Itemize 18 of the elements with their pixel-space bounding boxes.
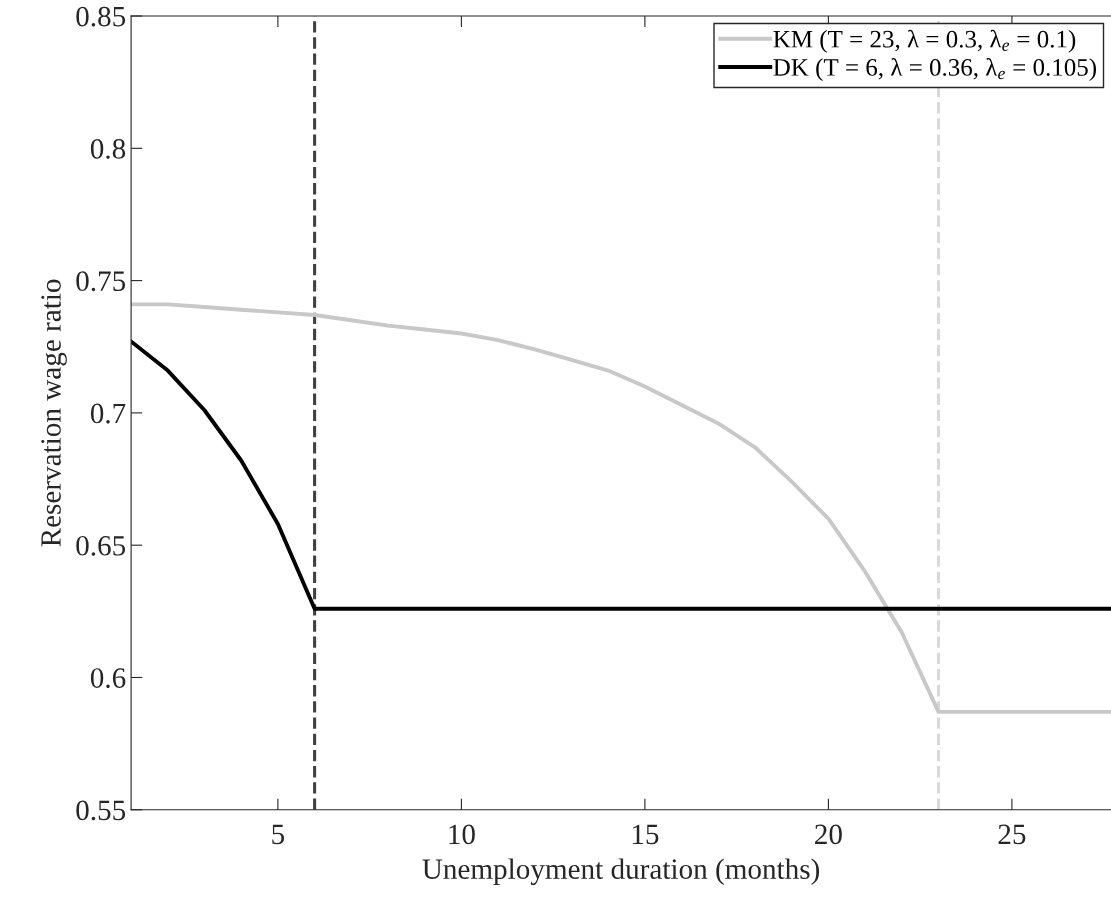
y-tick-label: 0.75 bbox=[76, 271, 126, 292]
x-tick-label: 5 bbox=[272, 824, 285, 845]
line-series bbox=[131, 302, 1111, 714]
legend-label: DK (T = 6, λ = 0.36, λ$_{e}$ = 0.105) bbox=[773, 58, 1097, 81]
x-axis-title: Unemployment duration (months) bbox=[422, 858, 820, 885]
x-tick-label: 15 bbox=[632, 824, 659, 845]
y-tick-label: 0.6 bbox=[90, 668, 126, 689]
y-tick-label: 0.65 bbox=[76, 535, 126, 556]
y-tick-label: 0.8 bbox=[90, 139, 126, 159]
x-tick-label: 10 bbox=[449, 824, 475, 845]
line-series bbox=[131, 339, 1111, 611]
y-axis-title: Reservation wage ratio bbox=[41, 279, 67, 547]
y-tick-label: 0.85 bbox=[76, 6, 126, 27]
legend-label: KM (T = 23, λ = 0.3, λ$_{e}$ = 0.1) bbox=[773, 29, 1076, 53]
x-tick-label: 20 bbox=[815, 824, 842, 845]
y-tick-label: 0.7 bbox=[90, 403, 126, 424]
x-tick-label: 25 bbox=[998, 824, 1026, 845]
y-tick-label: 0.55 bbox=[76, 800, 126, 821]
